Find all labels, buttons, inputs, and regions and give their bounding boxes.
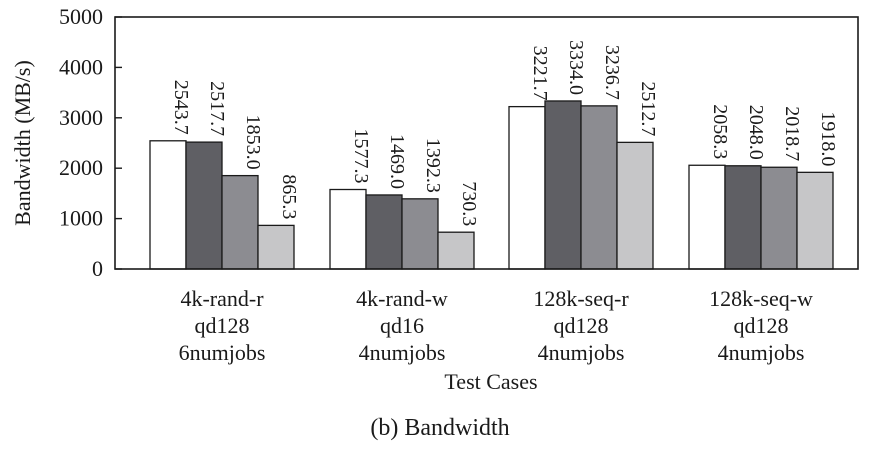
- bar-data-label: 2543.7: [170, 80, 192, 135]
- x-category-label: qd128: [554, 313, 609, 338]
- bar-data-label: 2018.7: [781, 106, 803, 161]
- x-category-label: 4numjobs: [718, 340, 805, 365]
- bar-data-label: 865.3: [278, 174, 300, 219]
- bar: [616, 141, 654, 270]
- y-tick-label: 4000: [59, 54, 103, 79]
- bar: [257, 224, 295, 270]
- y-axis: 0 1000 2000 3000 4000 5000: [59, 4, 122, 281]
- bar-data-label: 1392.3: [422, 138, 444, 193]
- bar: [185, 141, 223, 270]
- plot-frame: [114, 16, 859, 270]
- y-tick-label: 1000: [59, 206, 103, 231]
- x-category-label: 128k-seq-r: [533, 286, 629, 311]
- x-category-label: 6numjobs: [179, 340, 266, 365]
- bar-data-label: 3236.7: [601, 45, 623, 100]
- x-category-label: 128k-seq-w: [709, 286, 813, 311]
- bar-data-label: 730.3: [458, 181, 480, 226]
- bar: [580, 105, 618, 270]
- bar: [760, 166, 798, 270]
- bar-data-label: 1853.0: [242, 115, 264, 170]
- bar: [437, 231, 475, 270]
- bar: [149, 140, 187, 270]
- x-category-label: 4numjobs: [538, 340, 625, 365]
- bar: [508, 105, 546, 270]
- x-category-label: qd128: [734, 313, 789, 338]
- bar-data-label: 2058.3: [709, 104, 731, 159]
- x-axis: 4k-rand-rqd1286numjobs4k-rand-wqd164numj…: [179, 286, 813, 365]
- x-category-label: 4numjobs: [359, 340, 446, 365]
- bar-data-label: 1918.0: [817, 111, 839, 166]
- x-category-label: qd16: [380, 313, 424, 338]
- bar-data-label: 2048.0: [745, 105, 767, 160]
- x-axis-title: Test Cases: [444, 369, 537, 394]
- bar: [796, 171, 834, 270]
- bar: [365, 194, 403, 270]
- bar: [544, 100, 582, 270]
- bar: [724, 165, 762, 270]
- bar-data-label: 1469.0: [386, 134, 408, 189]
- bar-data-label: 2512.7: [637, 81, 659, 136]
- y-tick-label: 0: [92, 256, 103, 281]
- y-tick-label: 3000: [59, 105, 103, 130]
- bar-data-label: 3221.7: [529, 46, 551, 101]
- bar: [688, 164, 726, 270]
- x-category-label: qd128: [195, 313, 250, 338]
- y-tick-label: 5000: [59, 4, 103, 29]
- bars-group: [149, 100, 834, 270]
- bar-data-label: 2517.7: [206, 81, 228, 136]
- bar-data-label: 1577.3: [350, 129, 372, 184]
- data-labels-group: 2543.7 2517.7 1853.0 865.3 1577.3 1469.0 1392.…: [170, 40, 839, 226]
- chart-caption: (b) Bandwidth: [370, 415, 509, 441]
- bar: [401, 198, 439, 270]
- y-tick-label: 2000: [59, 155, 103, 180]
- bar: [329, 188, 367, 270]
- y-axis-title: Bandwidth (MB/s): [10, 60, 35, 226]
- x-category-label: 4k-rand-w: [356, 286, 448, 311]
- bar-data-label: 3334.0: [565, 40, 587, 95]
- bar: [221, 174, 259, 270]
- x-category-label: 4k-rand-r: [180, 286, 264, 311]
